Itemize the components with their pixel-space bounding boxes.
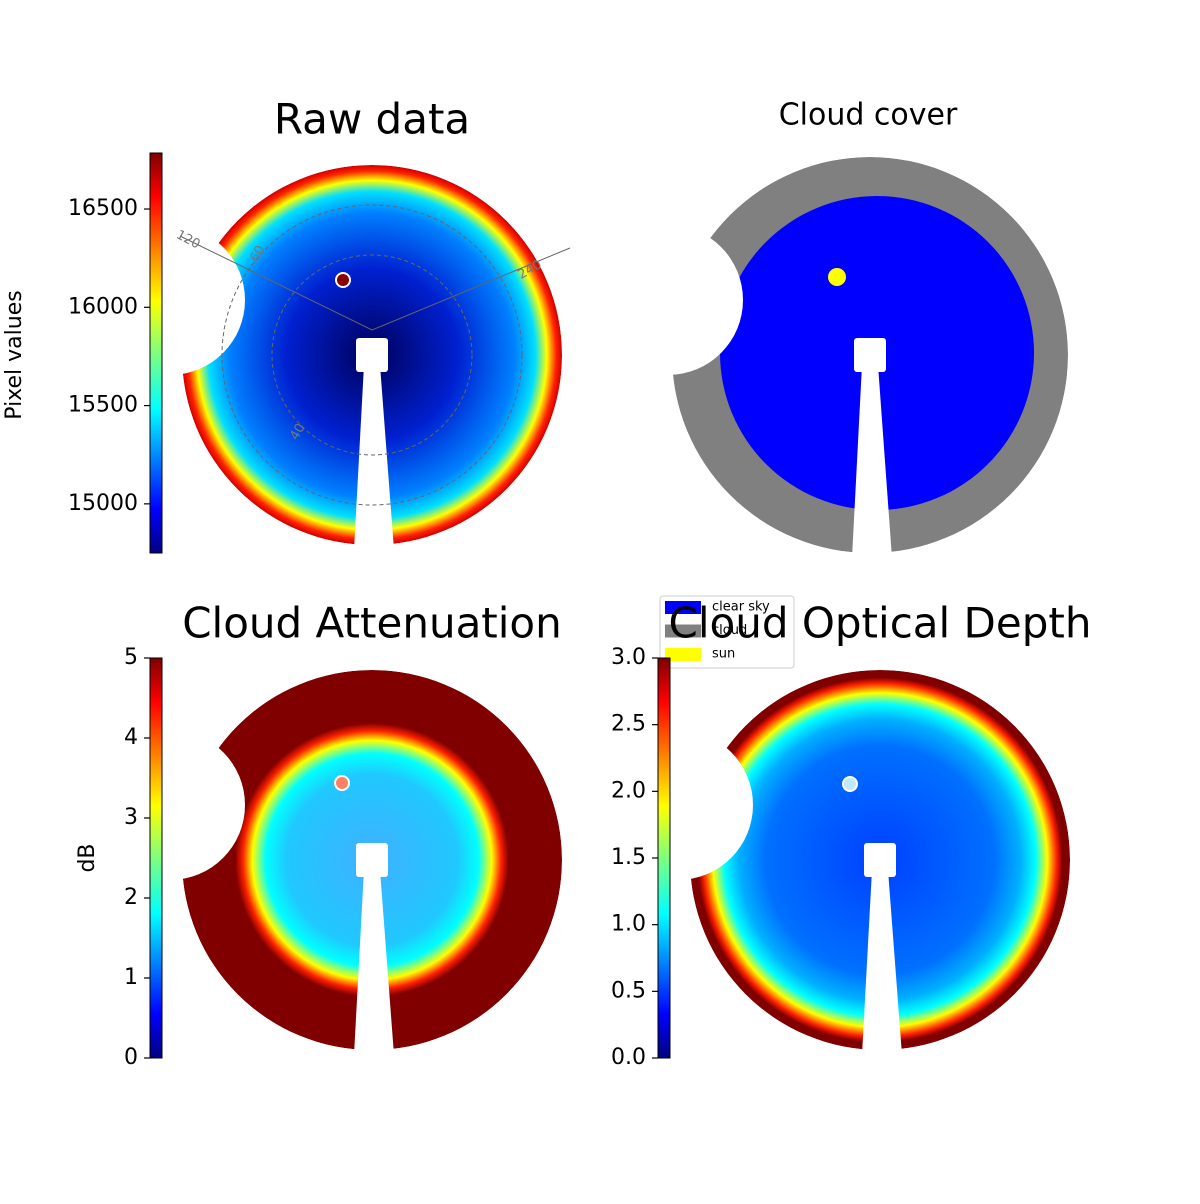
polar-annotation: 120 <box>174 228 203 253</box>
colorbar-label: Pixel values <box>2 290 27 419</box>
colorbar-tick-label: 15500 <box>68 393 138 418</box>
legend: clear sky cloud sun <box>659 595 795 669</box>
panel-title: Cloud cover <box>779 98 958 133</box>
legend-label: cloud <box>712 623 747 638</box>
sky-image <box>690 670 1070 1050</box>
colorbar-tick-label: 2 <box>124 885 138 910</box>
colorbar-tick-label: 0.0 <box>611 1045 646 1070</box>
colorbar <box>149 152 163 554</box>
sun-spot <box>335 272 351 288</box>
sky-disc <box>182 670 562 1050</box>
colorbar-tick-label: 3 <box>124 805 138 830</box>
polar-annotation: 60 <box>247 243 268 265</box>
polar-grid <box>221 204 523 506</box>
legend-swatch <box>665 601 701 614</box>
clear-sky-region <box>720 196 1034 510</box>
colorbar-tick-label: 1.0 <box>611 912 646 937</box>
polar-annotation: 40 <box>287 421 308 443</box>
legend-label: clear sky <box>712 600 770 615</box>
colorbar-tick-label: 3.0 <box>611 645 646 670</box>
colorbar-tick-label: 2.5 <box>611 712 646 737</box>
legend-label: sun <box>712 647 735 662</box>
colorbar-tick-label: 2.0 <box>611 778 646 803</box>
polar-grid <box>271 254 473 456</box>
colorbar <box>657 657 671 1059</box>
panel-title: Cloud Attenuation <box>182 599 562 648</box>
panel-title: Raw data <box>274 95 470 144</box>
colorbar-tick-label: 0.5 <box>611 978 646 1003</box>
panel-title: Cloud Optical Depth <box>669 599 1092 648</box>
sun-spot <box>842 776 858 792</box>
colorbar-tick-label: 0 <box>124 1045 138 1070</box>
sky-image <box>182 165 562 545</box>
colorbar-tick-label: 4 <box>124 725 138 750</box>
colorbar-label: dB <box>75 843 100 872</box>
colorbar-tick-label: 1.5 <box>611 845 646 870</box>
sun-region <box>828 268 846 286</box>
colorbar-tick-label: 15000 <box>68 491 138 516</box>
colorbar-tick-label: 5 <box>124 645 138 670</box>
colorbar <box>149 657 163 1059</box>
polar-axis <box>179 235 571 331</box>
sky-image <box>182 670 562 1050</box>
colorbar-tick-label: 16000 <box>68 294 138 319</box>
sky-image <box>672 157 1068 553</box>
legend-swatch <box>665 648 701 661</box>
legend-swatch <box>665 624 701 638</box>
sun-spot <box>334 775 350 791</box>
colorbar-tick-label: 16500 <box>68 196 138 221</box>
sky-disc <box>690 670 1070 1050</box>
colorbar-tick-label: 1 <box>124 965 138 990</box>
sky-disc <box>182 165 562 545</box>
